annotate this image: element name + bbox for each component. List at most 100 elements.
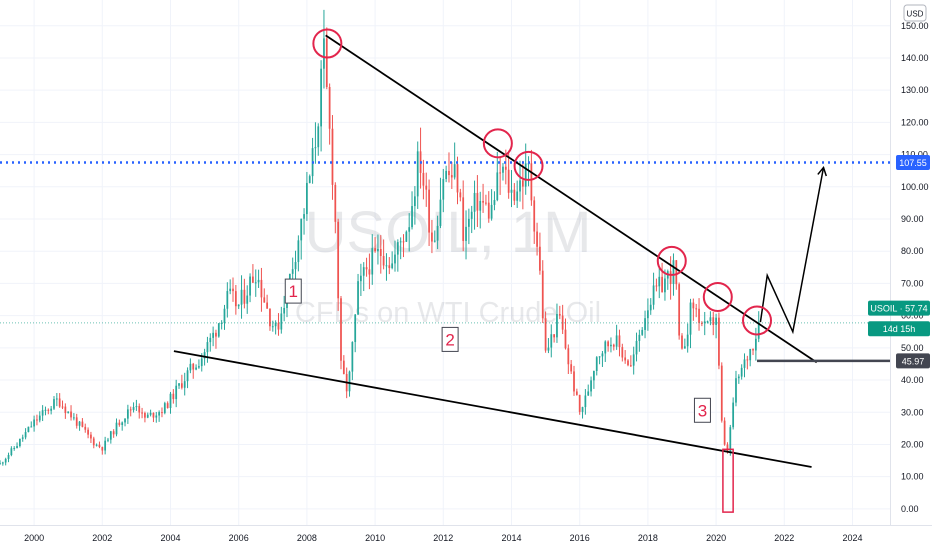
candle-body	[328, 86, 331, 129]
candle-body	[217, 323, 220, 337]
candle-body	[388, 265, 391, 269]
candle-body	[706, 321, 709, 323]
candle-body	[556, 313, 558, 338]
candle-body	[36, 419, 38, 421]
candles	[0, 9, 760, 466]
annotation-circle[interactable]	[513, 150, 544, 181]
price-tick-label: 0.00	[901, 504, 919, 514]
candle-body	[95, 444, 98, 446]
candle-body	[257, 279, 260, 283]
candle-body	[24, 432, 27, 438]
candle-body	[394, 254, 396, 264]
wave-label-box[interactable]	[693, 397, 711, 423]
upper-trendline[interactable]	[325, 34, 818, 364]
candle-body	[1, 462, 4, 464]
price-tick-label: 70.00	[901, 278, 924, 288]
candle-body	[607, 341, 609, 347]
candle-body	[172, 393, 175, 400]
candle-body	[314, 147, 317, 149]
price-tick-label: 80.00	[901, 246, 924, 256]
candle-body	[112, 431, 115, 435]
candle-body	[416, 151, 419, 197]
candle-body	[450, 175, 453, 178]
candle-body	[33, 419, 35, 427]
candle-body	[641, 329, 644, 335]
candle-body	[337, 221, 340, 299]
candle-body	[413, 196, 416, 207]
candle-body	[749, 349, 752, 361]
candle-body	[610, 344, 612, 347]
candle-body	[303, 214, 305, 219]
candle-body	[453, 164, 456, 178]
candle-body	[593, 370, 595, 381]
candle-body	[109, 431, 112, 440]
candle-body	[70, 411, 72, 418]
annotation-circle[interactable]	[656, 245, 687, 276]
annotation-circle[interactable]	[702, 281, 733, 312]
candle-body	[175, 385, 178, 400]
candle-body	[510, 189, 513, 193]
time-axis[interactable]: 2000 2002 2004 2006 2008 2010 2012 2014 2016 2018…	[0, 525, 932, 544]
candle-body	[584, 395, 587, 408]
candle-body	[709, 317, 712, 322]
time-tick-label: 2000	[24, 533, 44, 543]
candle-body	[87, 429, 89, 435]
lower-trendline[interactable]	[173, 350, 812, 468]
candle-body	[698, 308, 700, 323]
candle-body	[627, 360, 629, 366]
projection-path[interactable]	[759, 167, 825, 335]
candle-body	[121, 422, 124, 425]
annotation-rectangle[interactable]	[722, 448, 734, 513]
countdown-label: 14d 15h	[883, 324, 916, 334]
candle-body	[115, 422, 118, 435]
candle-body	[490, 204, 493, 219]
candle-body	[351, 342, 354, 372]
candle-body	[735, 378, 737, 403]
drawings[interactable]	[0, 28, 890, 513]
wave-label-box[interactable]	[284, 278, 302, 304]
candle-body	[129, 409, 132, 411]
candle-body	[612, 344, 615, 347]
candle-body	[354, 314, 357, 343]
candle-body	[323, 38, 325, 69]
candle-body	[539, 246, 541, 271]
candle-body	[519, 180, 521, 192]
candle-body	[664, 278, 666, 293]
candle-body	[496, 172, 499, 201]
candle-body	[459, 192, 462, 198]
candle-body	[0, 463, 1, 465]
time-tick-label: 2024	[842, 533, 862, 543]
candle-body	[146, 414, 149, 418]
candle-body	[58, 398, 61, 407]
candle-body	[624, 357, 627, 361]
candle-body	[752, 349, 754, 351]
candle-body	[280, 313, 283, 330]
candle-body	[405, 231, 408, 242]
wave-label: 3	[698, 401, 707, 420]
candle-body	[692, 302, 695, 309]
watermark: USOIL, 1M CFDs on WTI Crude Oil	[295, 200, 601, 329]
annotation-circle[interactable]	[482, 128, 513, 159]
price-axis[interactable]: USD 0.00 10.00 20.00 30.00 40.00 50.00 60.00 70…	[868, 0, 930, 525]
annotation-circle[interactable]	[742, 305, 773, 336]
wave-labels[interactable]: 1 2 3	[284, 278, 711, 423]
candle-body	[180, 383, 183, 388]
candle-body	[615, 335, 618, 347]
candle-body	[320, 68, 322, 127]
candle-body	[385, 265, 388, 267]
candle-body	[561, 315, 564, 330]
currency-box[interactable]	[903, 4, 927, 22]
candle-body	[726, 444, 729, 452]
wave-label-box[interactable]	[441, 326, 459, 352]
candle-body	[422, 172, 425, 186]
candle-body	[590, 380, 592, 392]
annotation-circle[interactable]	[312, 28, 343, 59]
candle-body	[334, 184, 337, 222]
price-tick-label: 150.00	[901, 21, 929, 31]
candle-body	[30, 426, 33, 428]
candle-body	[104, 440, 107, 451]
price-tick-label: 100.00	[901, 182, 929, 192]
candle-body	[720, 365, 723, 421]
candle-body	[550, 334, 553, 348]
